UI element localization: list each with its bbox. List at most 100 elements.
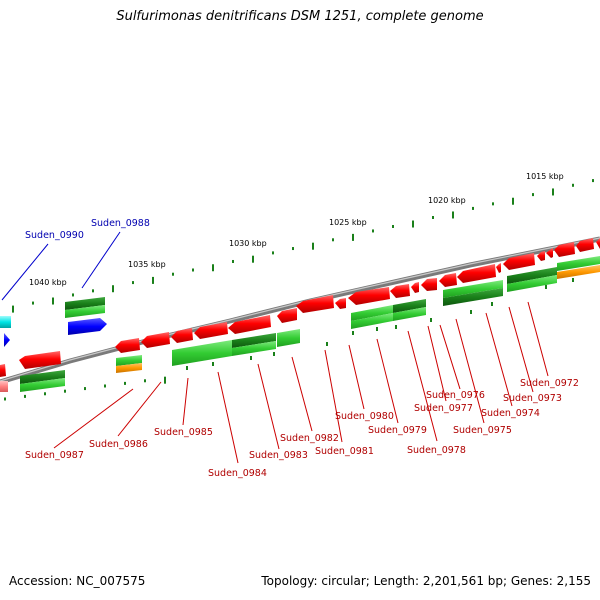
ruler-tick <box>312 242 314 250</box>
ruler-tick <box>352 331 354 335</box>
ruler-tick <box>470 310 472 314</box>
cds-arrow <box>503 253 535 270</box>
cds-arrow <box>171 328 193 343</box>
gene-label-bottom: Suden_0984 <box>208 468 267 479</box>
ruler-labels: 1015 kbp 1020 kbp 1025 kbp 1030 kbp 1035 kbp… <box>29 172 564 287</box>
cyan-feature <box>0 316 11 328</box>
gene-label-top: Suden_0990 <box>25 230 84 241</box>
ruler-tick <box>144 379 146 383</box>
ruler-label: 1030 kbp <box>229 239 267 248</box>
ruler-tick <box>376 327 378 331</box>
gene-label-bottom: Suden_0978 <box>407 445 466 456</box>
gene-label-bottom: Suden_0975 <box>453 425 512 436</box>
ruler-tick <box>272 251 274 255</box>
green-gene-block <box>232 333 276 356</box>
green-gene-block <box>443 280 503 306</box>
cds-arrow <box>596 238 600 249</box>
map-title: Sulfurimonas denitrificans DSM 1251, com… <box>116 9 484 24</box>
cds-arrow <box>537 251 545 261</box>
gene-label-bottom: Suden_0973 <box>503 393 562 404</box>
genome-summary-text: Topology: circular; Length: 2,201,561 bp… <box>261 574 591 588</box>
ruler-tick <box>430 318 432 322</box>
ruler-tick <box>372 229 374 233</box>
green-gene-block <box>507 267 557 292</box>
cds-arrow <box>546 248 553 258</box>
cds-arrow <box>296 295 334 313</box>
leader-line <box>324 349 343 443</box>
ruler-tick <box>273 352 275 356</box>
ruler-tick <box>432 216 434 220</box>
gene-label-bottom: Suden_0976 <box>426 390 485 401</box>
ruler-tick <box>104 384 106 388</box>
ruler-label: 1035 kbp <box>128 260 166 269</box>
orange-feature <box>116 363 142 373</box>
leader-line <box>485 312 513 407</box>
gene-label-bottom: Suden_0982 <box>280 433 339 444</box>
ruler-tick <box>124 381 126 385</box>
gene-label-bottom: Suden_0987 <box>25 450 84 461</box>
ruler-tick <box>84 387 86 391</box>
leader-line <box>455 318 485 424</box>
cds-arrow <box>457 264 496 283</box>
gene-label-bottom: Suden_0983 <box>249 450 308 461</box>
cds-arrow <box>439 273 457 287</box>
blue-feature <box>68 318 107 335</box>
ruler-tick <box>52 297 54 305</box>
leader-line <box>217 371 239 464</box>
ruler-tick <box>472 206 474 210</box>
leader-line <box>376 338 399 424</box>
ruler-tick <box>212 362 214 366</box>
ruler-tick <box>552 188 554 196</box>
cds-arrow <box>390 284 410 298</box>
orange-feature <box>557 265 600 279</box>
ruler-tick <box>292 247 294 251</box>
cds-arrow <box>19 351 61 369</box>
ruler-tick <box>44 392 46 396</box>
cds-arrow <box>194 322 228 339</box>
forward-strand-features <box>0 238 600 347</box>
leader-line <box>1 243 49 301</box>
gene-label-bottom: Suden_0974 <box>481 408 540 419</box>
ruler-label: 1040 kbp <box>29 278 67 287</box>
blue-feature-small <box>4 333 10 347</box>
gene-label-bottom: Suden_0980 <box>335 411 394 422</box>
leader-line <box>439 324 461 390</box>
leader-line <box>117 381 162 437</box>
leader-line <box>53 388 134 449</box>
ruler-tick <box>491 302 493 306</box>
ruler-tick <box>252 255 254 263</box>
ruler-tick <box>172 272 174 276</box>
cds-arrow <box>115 338 140 353</box>
ruler-tick <box>72 293 74 297</box>
accession-text: Accession: NC_007575 <box>9 574 146 588</box>
leader-line <box>527 301 549 377</box>
ruler-tick <box>186 366 188 370</box>
ruler-label: 1020 kbp <box>428 196 466 205</box>
gene-label-top: Suden_0988 <box>91 218 150 229</box>
green-gene-block <box>351 305 393 329</box>
leader-line <box>508 306 534 393</box>
ruler-tick <box>12 305 14 313</box>
ruler-tick <box>24 394 26 398</box>
ruler-tick <box>392 224 394 228</box>
ruler-tick <box>64 389 66 393</box>
ruler-tick <box>212 264 214 272</box>
leader-line <box>291 356 313 432</box>
cds-arrow <box>0 364 6 377</box>
green-gene-block <box>393 299 426 321</box>
cds-arrow <box>554 242 575 257</box>
cds-arrow <box>411 282 419 293</box>
ruler-tick <box>326 342 328 346</box>
ruler-tick <box>32 301 34 305</box>
cds-arrow <box>277 308 297 323</box>
cds-arrow <box>576 238 594 252</box>
ruler-tick <box>492 202 494 206</box>
ruler-tick <box>545 285 547 289</box>
ruler-tick <box>452 211 454 219</box>
green-gene-block <box>277 329 300 347</box>
green-gene-block <box>172 340 232 366</box>
leader-line <box>182 377 189 426</box>
top-gene-labels: Suden_0990 Suden_0988 <box>1 218 150 301</box>
leader-line <box>407 330 438 442</box>
